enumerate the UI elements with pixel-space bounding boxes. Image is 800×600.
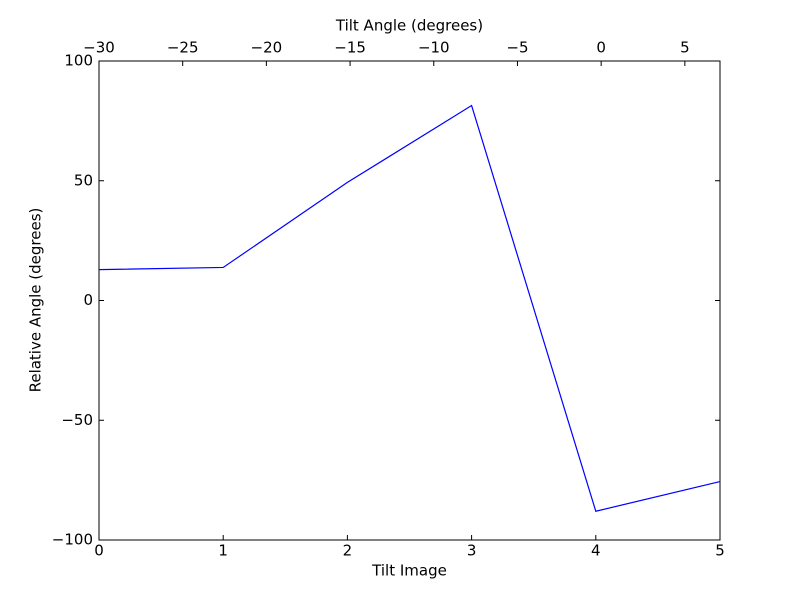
y-tick-label: −100 [52, 531, 93, 549]
x-tick-label: 1 [218, 542, 228, 560]
data-line [98, 104, 721, 512]
x2-tick-label: −5 [506, 39, 528, 57]
x-tick-label: 0 [94, 542, 104, 560]
x2-tick-label: 0 [596, 39, 606, 57]
x2-tick-label: −15 [334, 39, 366, 57]
y-tick-label: 100 [64, 52, 93, 70]
x-tick-label: 2 [343, 542, 353, 560]
y-tick-label: 0 [83, 291, 93, 309]
x2-tick-label: −10 [418, 39, 450, 57]
y-axis-label: Relative Angle (degrees) [27, 208, 45, 393]
x2-tick-label: −25 [167, 39, 199, 57]
y-tick-label: 50 [74, 171, 93, 189]
x2-axis-label: Tilt Angle (degrees) [335, 17, 483, 35]
x2-tick-label: −20 [251, 39, 283, 57]
y-tick-label: −50 [61, 411, 93, 429]
x2-tick-label: −30 [83, 39, 115, 57]
x-tick-label: 5 [715, 542, 725, 560]
x2-tick-label: 5 [680, 39, 690, 57]
plot-frame [98, 60, 721, 541]
x-tick-label: 4 [591, 542, 601, 560]
x-tick-label: 3 [467, 542, 477, 560]
x-axis-label: Tilt Image [371, 562, 447, 580]
